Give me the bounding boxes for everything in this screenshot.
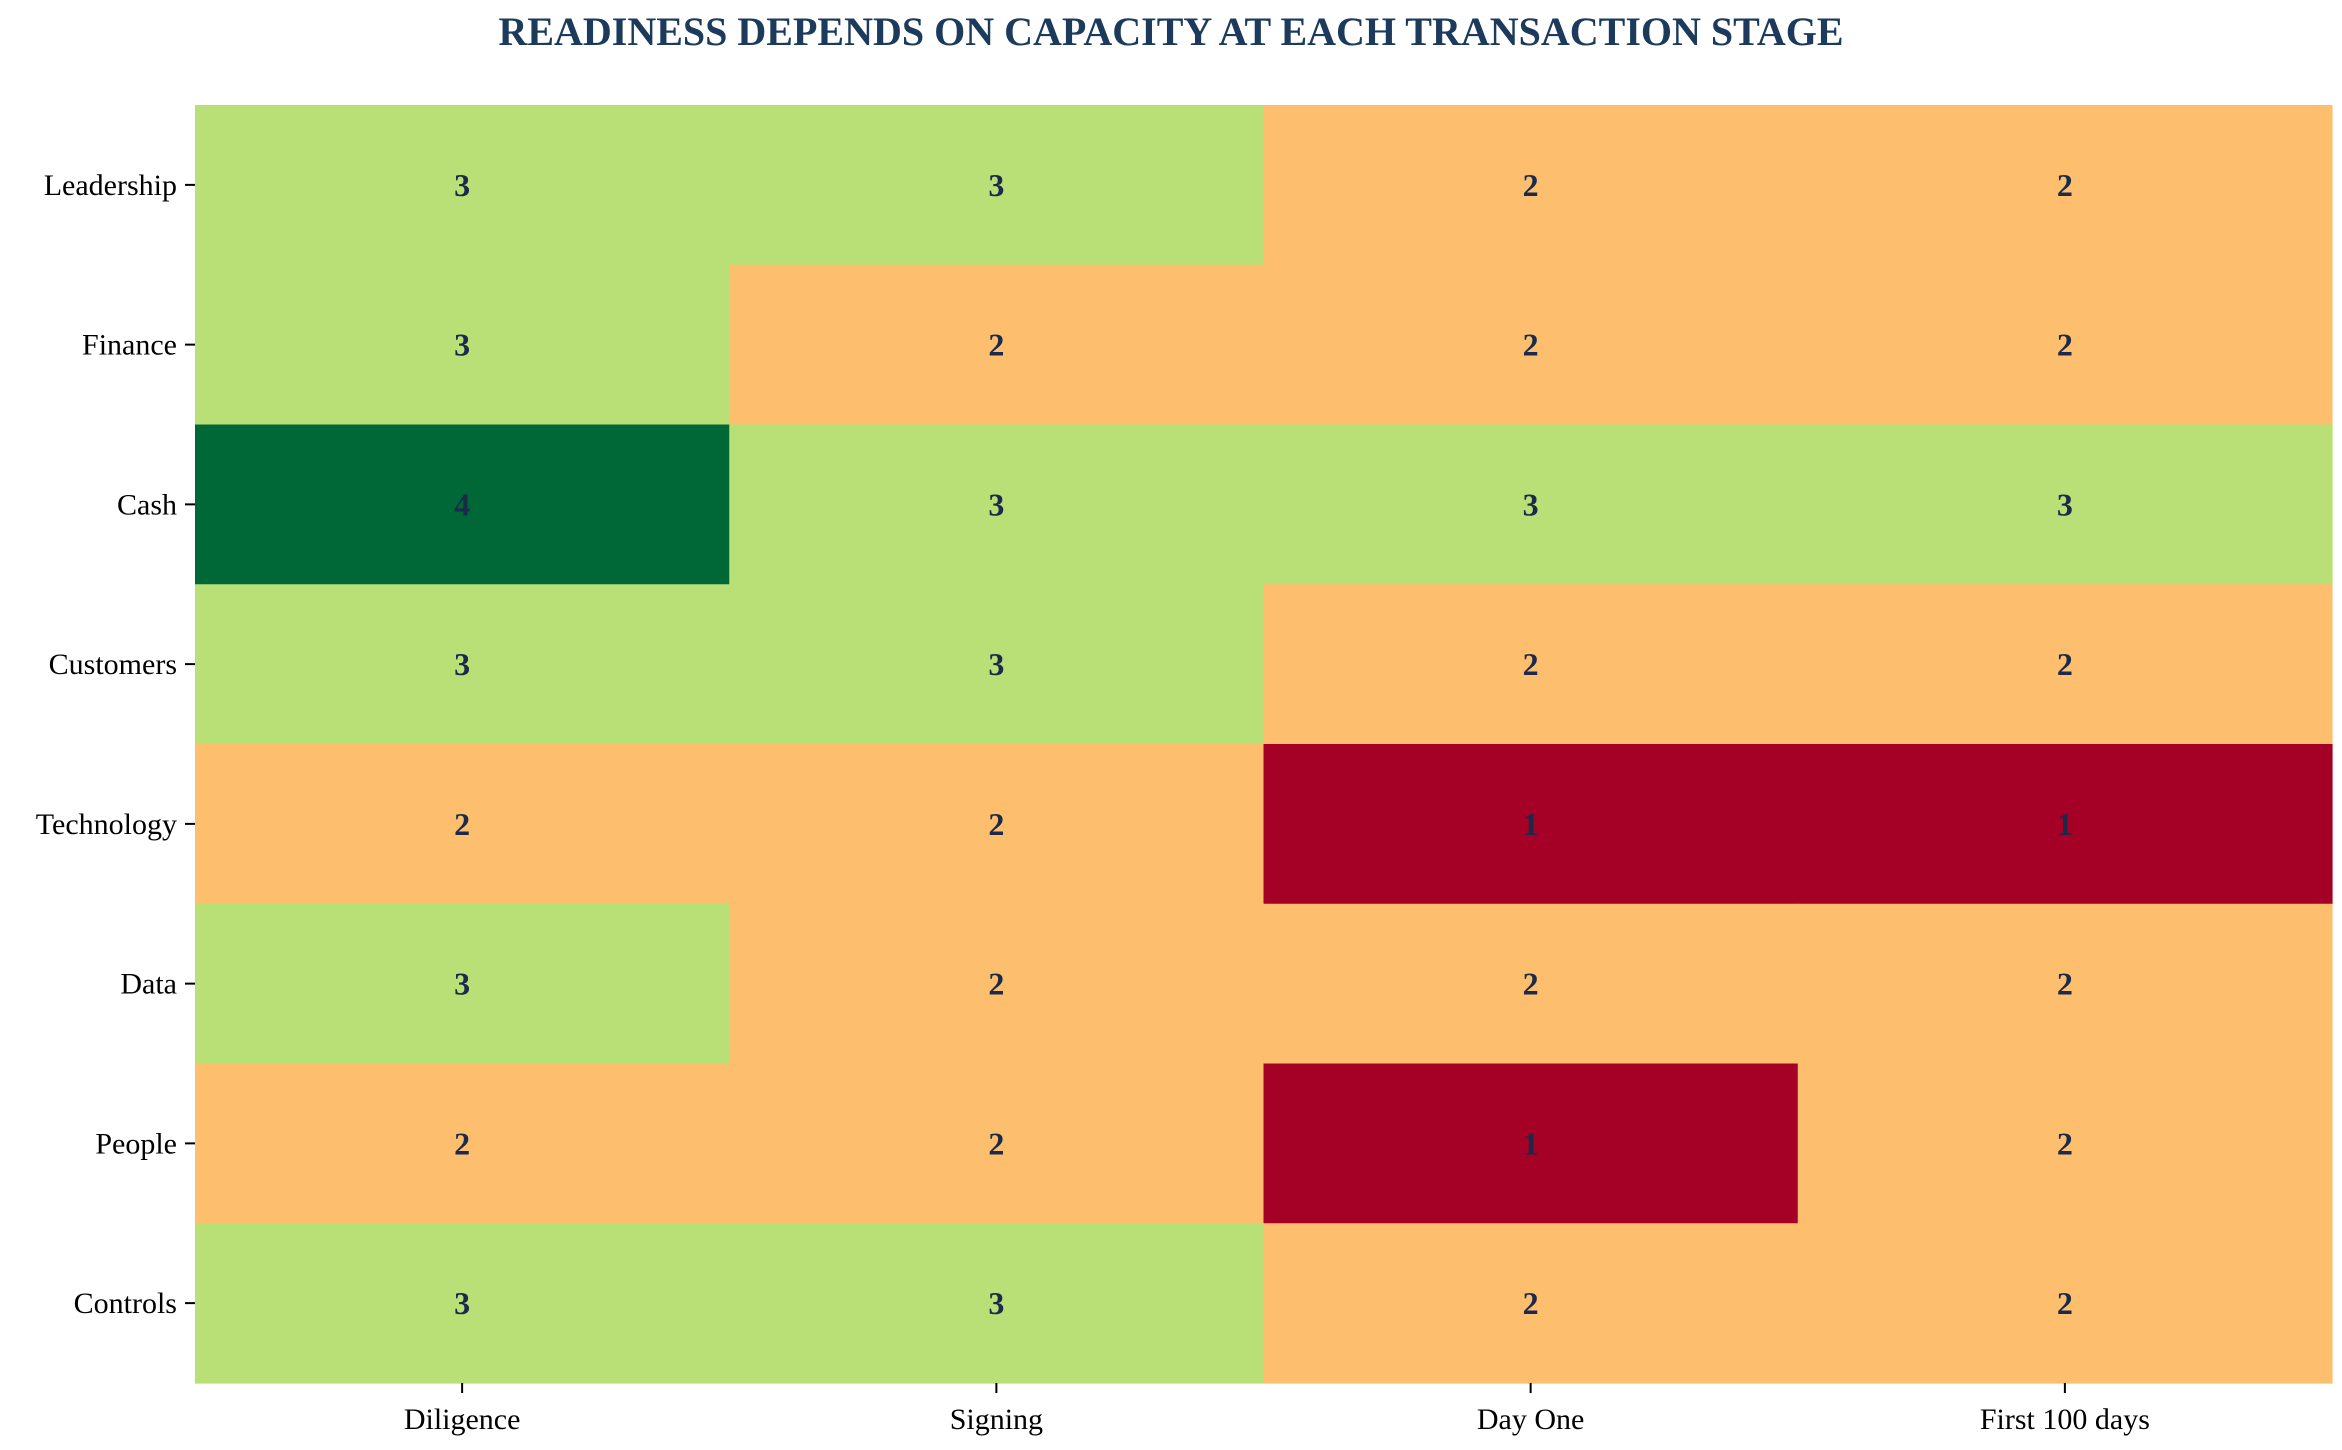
x-axis: Diligence Signing Day One First 100 days bbox=[404, 1383, 2150, 1436]
heatmap-cell bbox=[195, 264, 730, 426]
cell-value-label: 2 bbox=[1523, 167, 1539, 203]
heatmap-cell bbox=[1797, 1223, 2333, 1384]
heatmap-cell bbox=[1263, 105, 1799, 266]
cell-value-label: 2 bbox=[2057, 167, 2073, 203]
cell-value-label: 3 bbox=[988, 1285, 1004, 1321]
heatmap-cell bbox=[195, 584, 730, 745]
x-tick-label: Signing bbox=[950, 1403, 1043, 1436]
cell-value-label: 2 bbox=[1523, 1285, 1539, 1321]
heatmap-cell bbox=[729, 744, 1265, 905]
heatmap-cell bbox=[729, 1223, 1265, 1384]
x-tick-label: Diligence bbox=[404, 1403, 521, 1436]
y-tick-label: Data bbox=[120, 968, 177, 1001]
cell-value-label: 2 bbox=[2057, 646, 2073, 682]
heatmap-cell bbox=[1263, 744, 1799, 905]
cell-value-label: 2 bbox=[2057, 327, 2073, 363]
cell-value-label: 3 bbox=[988, 486, 1004, 522]
heatmap-cell bbox=[195, 1063, 730, 1224]
cell-value-label: 2 bbox=[2057, 1285, 2073, 1321]
cell-value-label: 3 bbox=[454, 646, 470, 682]
cell-value-label: 2 bbox=[988, 327, 1004, 363]
heatmap-cell bbox=[1263, 903, 1799, 1065]
y-tick-label: Finance bbox=[82, 329, 177, 362]
heatmap-cell bbox=[729, 424, 1265, 585]
heatmap-cell bbox=[1797, 105, 2333, 266]
cell-value-label: 2 bbox=[1523, 327, 1539, 363]
cell-value-label: 2 bbox=[988, 806, 1004, 842]
y-tick-label: Controls bbox=[74, 1287, 177, 1320]
heatmap-cell bbox=[1263, 264, 1799, 426]
heatmap-cell bbox=[195, 744, 730, 905]
heatmap-cell bbox=[195, 903, 730, 1065]
x-tick-label: Day One bbox=[1477, 1403, 1584, 1436]
heatmap-cell bbox=[195, 424, 730, 585]
heatmap-cell bbox=[1797, 264, 2333, 426]
cell-value-label: 1 bbox=[1523, 806, 1539, 842]
cell-value-label: 2 bbox=[2057, 966, 2073, 1002]
cell-value-label: 2 bbox=[454, 1125, 470, 1161]
y-tick-label: Leadership bbox=[44, 169, 177, 202]
cell-value-label: 3 bbox=[454, 966, 470, 1002]
y-tick-label: Cash bbox=[117, 488, 177, 521]
heatmap-cell bbox=[1263, 424, 1799, 585]
heatmap-cell-labels: 3 3 2 2 3 2 2 2 4 3 3 3 3 3 2 2 2 2 1 1 3 2 2 2 2 2 1 2 3 3 2 2 bbox=[454, 167, 2073, 1321]
heatmap-cell bbox=[1797, 1063, 2333, 1224]
cell-value-label: 3 bbox=[1523, 486, 1539, 522]
heatmap-cell bbox=[195, 105, 730, 266]
heatmap-cell bbox=[729, 264, 1265, 426]
cell-value-label: 3 bbox=[988, 646, 1004, 682]
y-tick-label: People bbox=[95, 1127, 177, 1160]
cell-value-label: 2 bbox=[2057, 1125, 2073, 1161]
cell-value-label: 2 bbox=[988, 1125, 1004, 1161]
cell-value-label: 4 bbox=[454, 486, 470, 522]
heatmap-cell bbox=[1797, 903, 2333, 1065]
heatmap-cell bbox=[1797, 744, 2333, 905]
cell-value-label: 1 bbox=[2057, 806, 2073, 842]
cell-value-label: 1 bbox=[1523, 1125, 1539, 1161]
heatmap-cell bbox=[1797, 424, 2333, 585]
heatmap-cell bbox=[1263, 1223, 1799, 1384]
heatmap-cell bbox=[729, 105, 1265, 266]
heatmap-cell bbox=[1263, 1063, 1799, 1224]
y-tick-label: Technology bbox=[36, 808, 177, 841]
cell-value-label: 3 bbox=[454, 1285, 470, 1321]
heatmap-cell bbox=[729, 903, 1265, 1065]
x-tick-label: First 100 days bbox=[1980, 1403, 2150, 1436]
cell-value-label: 3 bbox=[2057, 486, 2073, 522]
heatmap-cell bbox=[729, 1063, 1265, 1224]
cell-value-label: 3 bbox=[454, 167, 470, 203]
chart-title: READINESS DEPENDS ON CAPACITY AT EACH TR… bbox=[498, 9, 1843, 54]
cell-value-label: 2 bbox=[988, 966, 1004, 1002]
cell-value-label: 2 bbox=[1523, 646, 1539, 682]
cell-value-label: 3 bbox=[988, 167, 1004, 203]
heatmap-cell bbox=[1797, 584, 2333, 745]
heatmap-cells bbox=[195, 105, 2333, 1384]
y-axis: Leadership Finance Cash Customers Technology… bbox=[36, 169, 195, 1320]
y-tick-label: Customers bbox=[49, 648, 177, 681]
cell-value-label: 2 bbox=[454, 806, 470, 842]
cell-value-label: 3 bbox=[454, 327, 470, 363]
cell-value-label: 2 bbox=[1523, 966, 1539, 1002]
heatmap-cell bbox=[195, 1223, 730, 1384]
heatmap-cell bbox=[729, 584, 1265, 745]
heatmap-cell bbox=[1263, 584, 1799, 745]
